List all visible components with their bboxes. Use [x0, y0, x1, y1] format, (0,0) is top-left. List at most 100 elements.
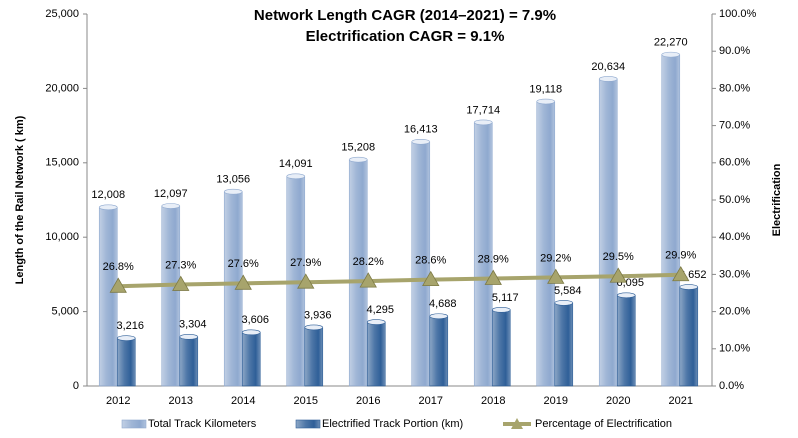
marker — [422, 270, 440, 287]
bar — [661, 54, 681, 387]
bar-cap — [536, 98, 556, 105]
marker — [359, 272, 377, 288]
bar — [179, 336, 199, 387]
bar — [348, 159, 368, 387]
value-label: 3,304 — [179, 319, 207, 331]
y-tick-label: 25,000 — [45, 8, 79, 20]
bar — [554, 302, 574, 387]
y2-tick-label: 0.0% — [719, 380, 744, 392]
bar-cap — [348, 156, 368, 163]
value-label: 19,118 — [529, 83, 562, 95]
y2-tick-label: 40.0% — [719, 231, 750, 243]
bar — [679, 286, 699, 387]
value-label: 12,008 — [91, 189, 125, 201]
bar — [536, 101, 556, 387]
x-tick-label: 2016 — [356, 395, 380, 407]
value-label: 29.5% — [603, 251, 634, 263]
bar-cap — [554, 300, 574, 306]
legend-swatch — [295, 419, 321, 429]
bar-cap — [304, 324, 324, 331]
x-tick-label: 2013 — [169, 395, 193, 407]
marker — [672, 265, 690, 282]
y-tick-label: 20,000 — [45, 82, 79, 94]
y2-tick-label: 10.0% — [719, 343, 750, 355]
marker — [484, 269, 502, 285]
marker — [109, 277, 127, 293]
value-label: 4,688 — [429, 298, 457, 310]
bar — [429, 315, 449, 387]
value-label: 26.8% — [103, 261, 134, 273]
bar-cap — [411, 138, 431, 145]
x-tick-label: 2014 — [231, 395, 255, 407]
bar — [491, 309, 511, 387]
value-label: 27.3% — [165, 259, 196, 271]
bar-cap — [679, 284, 699, 290]
x-tick-label: 2015 — [294, 395, 318, 407]
value-label: 27.9% — [290, 257, 321, 269]
value-label: 5,584 — [554, 285, 582, 297]
y2-tick-label: 60.0% — [719, 157, 750, 169]
x-tick-label: 2019 — [544, 395, 568, 407]
bar-cap — [98, 204, 118, 211]
value-label: 4,295 — [366, 304, 394, 316]
bar-cap — [161, 203, 181, 209]
marker — [547, 268, 565, 284]
bar — [161, 205, 181, 387]
x-tick-label: 2012 — [106, 395, 130, 407]
bar-cap — [116, 335, 136, 341]
bar-cap — [598, 76, 618, 82]
bar-cap — [429, 313, 449, 320]
bar-cap — [473, 119, 493, 126]
chart-title: Network Length CAGR (2014–2021) = 7.9% — [254, 7, 556, 24]
y-tick-label: 5,000 — [51, 306, 79, 318]
bar-cap — [223, 188, 243, 195]
bar-cap — [616, 292, 636, 299]
bar — [616, 295, 636, 387]
legend-label: Percentage of Electrification — [535, 418, 672, 430]
marker — [172, 275, 190, 291]
marker — [297, 273, 315, 289]
y2-tick-label: 20.0% — [719, 306, 750, 318]
y2-tick-label: 70.0% — [719, 120, 750, 132]
y-tick-label: 0 — [73, 380, 79, 392]
bar-cap — [366, 319, 386, 325]
value-label: 28.9% — [478, 253, 509, 265]
value-label: 3,606 — [241, 314, 269, 326]
bar-cap — [179, 334, 199, 340]
bar-cap — [286, 173, 306, 180]
bar-cap — [241, 329, 261, 336]
y2-tick-label: 50.0% — [719, 194, 750, 206]
bar — [366, 321, 386, 387]
bar — [98, 207, 118, 387]
y2-tick-label: 90.0% — [719, 45, 750, 57]
value-label: 17,714 — [466, 104, 500, 116]
bar — [241, 332, 261, 387]
value-label: 20,634 — [591, 61, 625, 73]
value-label: 3,216 — [116, 320, 144, 332]
bar — [598, 78, 618, 387]
marker — [234, 274, 252, 290]
x-tick-label: 2021 — [669, 395, 693, 407]
value-label: 16,413 — [404, 124, 438, 136]
chart-subtitle: Electrification CAGR = 9.1% — [306, 28, 505, 45]
bar — [116, 337, 136, 387]
y2-tick-label: 30.0% — [719, 268, 750, 280]
bar-cap — [491, 307, 511, 313]
value-label: 29.9% — [665, 250, 696, 262]
value-label: 22,270 — [654, 37, 688, 49]
legend-swatch — [511, 418, 523, 429]
value-label: 12,097 — [154, 188, 188, 200]
y2-axis-title: Electrification — [771, 163, 783, 236]
value-label: 27.6% — [228, 258, 259, 270]
value-label: 13,056 — [216, 174, 250, 186]
value-label: 3,936 — [304, 309, 332, 321]
legend-label: Total Track Kilometers — [148, 418, 257, 430]
legend-label: Electrified Track Portion (km) — [322, 418, 463, 430]
y-axis-title: Length of the Rail Network ( km) — [14, 115, 26, 284]
value-label: 14,091 — [279, 158, 313, 170]
legend-swatch — [121, 419, 147, 429]
x-tick-label: 2017 — [419, 395, 443, 407]
y2-tick-label: 80.0% — [719, 82, 750, 94]
y-tick-label: 15,000 — [45, 157, 79, 169]
x-tick-label: 2020 — [606, 395, 630, 407]
